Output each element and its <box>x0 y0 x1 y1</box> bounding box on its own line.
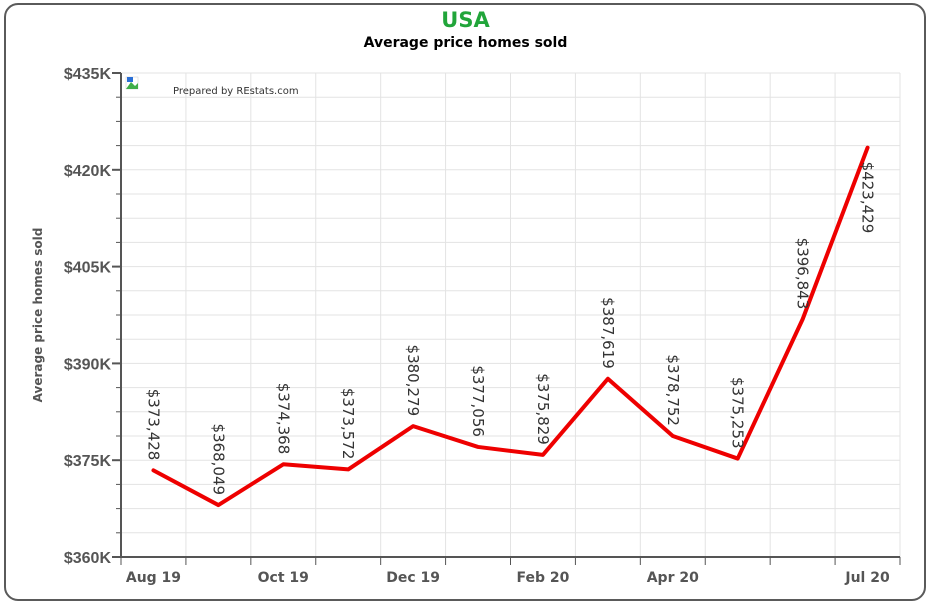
data-label: $368,049 <box>209 423 227 495</box>
credit-text: Prepared by REstats.com <box>173 86 299 97</box>
data-label: $380,279 <box>404 345 422 417</box>
y-tick-label: $420K <box>64 163 112 180</box>
x-tick-label: Jul 20 <box>844 570 890 586</box>
y-tick-label: $405K <box>64 260 112 277</box>
chart-frame <box>4 3 926 601</box>
price-series-line <box>151 145 870 508</box>
series-layer <box>151 145 870 508</box>
data-label: $377,056 <box>469 365 487 437</box>
x-tick-label: Aug 19 <box>126 570 181 586</box>
restats-logo <box>125 76 139 90</box>
data-label: $373,572 <box>339 388 357 460</box>
data-label: $375,253 <box>729 377 747 449</box>
axes: $360K $375K $390K $405K $420K $435K Aug 19 Oct … <box>64 66 901 586</box>
x-tick-label: Oct 19 <box>258 570 309 586</box>
data-labels: $373,428 $368,049 $374,368 $373,572 $380,279… <box>144 162 876 495</box>
data-label: $387,619 <box>599 297 617 369</box>
y-axis-label: Average price homes sold <box>31 228 45 403</box>
x-tick-label: Feb 20 <box>517 570 570 586</box>
data-label: $378,752 <box>664 354 682 426</box>
y-tick-label: $375K <box>64 453 112 470</box>
data-label: $373,428 <box>144 389 162 461</box>
y-tick-label: $360K <box>64 550 112 567</box>
data-label: $375,829 <box>534 373 552 445</box>
y-tick-label: $435K <box>64 66 112 83</box>
x-tick-label: Apr 20 <box>647 570 699 586</box>
x-tick-label: Dec 19 <box>386 570 440 586</box>
data-label: $423,429 <box>859 162 877 234</box>
credit-area: Prepared by REstats.com <box>125 76 299 97</box>
chart-title: USA <box>441 8 490 32</box>
data-label: $396,843 <box>794 238 812 310</box>
y-tick-label: $390K <box>64 356 112 373</box>
gridlines <box>120 72 901 558</box>
chart-subtitle: Average price homes sold <box>363 35 568 51</box>
data-label: $374,368 <box>274 383 292 455</box>
